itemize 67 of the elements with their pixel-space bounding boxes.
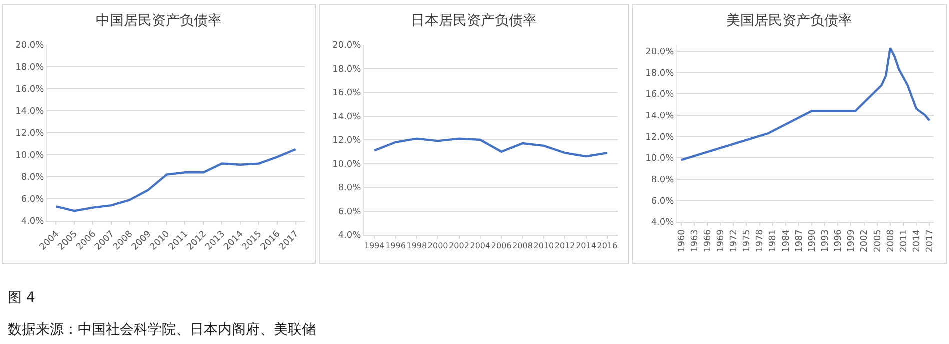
x-tick-label: 1996 — [834, 229, 844, 253]
x-tick-label: 2016 — [597, 242, 618, 251]
y-tick-label: 10.0% — [646, 154, 675, 164]
line-series — [680, 47, 931, 162]
x-tick-label: 1981 — [768, 230, 779, 253]
x-tick-label: 2006 — [491, 242, 512, 251]
y-tick-label: 4.0% — [21, 217, 45, 228]
x-tick-label: 1996 — [386, 242, 406, 251]
x-tick-label: 2000 — [428, 242, 448, 251]
y-tick-label: 14.0% — [332, 112, 362, 122]
source-note: 数据来源：中国社会科学院、日本内阁府、美联储 — [8, 321, 316, 340]
y-tick-label: 18.0% — [646, 68, 675, 79]
x-tick-label: 2008 — [512, 242, 533, 251]
x-tick-label: 2012 — [554, 242, 576, 251]
y-tick-label: 10.0% — [332, 160, 362, 170]
x-tick-label: 1972 — [730, 230, 740, 253]
y-tick-label: 12.0% — [16, 129, 45, 140]
y-tick-label: 12.0% — [646, 132, 675, 143]
y-tick-label: 20.0% — [16, 41, 45, 52]
y-tick-label: 8.0% — [21, 173, 45, 184]
x-tick-label: 1960 — [677, 229, 688, 253]
x-tick-label: 2002 — [860, 230, 870, 253]
x-tick-label: 1990 — [808, 229, 818, 253]
chart-title: 美国居民资产负债率 — [726, 13, 852, 30]
x-tick-label: 1978 — [756, 229, 766, 253]
x-tick-label: 1984 — [782, 229, 792, 253]
caption: 图 4 — [8, 289, 36, 308]
y-tick-label: 14.0% — [16, 107, 45, 118]
y-tick-label: 4.0% — [651, 218, 675, 228]
y-tick-label: 12.0% — [332, 136, 362, 146]
x-tick-label: 2008 — [886, 229, 896, 253]
x-tick-label: 1966 — [703, 229, 714, 253]
x-tick-label: 1975 — [742, 230, 753, 253]
x-tick-label: 1993 — [821, 230, 832, 253]
y-tick-label: 8.0% — [651, 176, 675, 186]
y-tick-label: 6.0% — [21, 195, 45, 206]
y-tick-label: 6.0% — [338, 207, 362, 218]
y-tick-label: 18.0% — [332, 64, 362, 75]
y-tick-label: 16.0% — [16, 85, 45, 96]
line-series — [55, 148, 297, 212]
x-tick-label: 2005 — [873, 230, 884, 253]
y-tick-label: 20.0% — [646, 48, 675, 58]
y-tick-label: 6.0% — [651, 196, 675, 207]
y-tick-label: 18.0% — [16, 63, 45, 74]
x-tick-label: 1969 — [716, 229, 726, 253]
x-tick-label: 2017 — [926, 230, 936, 253]
y-tick-label: 16.0% — [646, 90, 675, 100]
x-tick-label: 1999 — [847, 229, 858, 253]
x-tick-label: 2011 — [899, 230, 910, 253]
x-tick-label: 2004 — [470, 242, 491, 251]
x-tick-label: 1994 — [364, 242, 385, 251]
y-tick-label: 16.0% — [332, 88, 362, 99]
y-tick-label: 20.0% — [332, 41, 362, 52]
y-tick-label: 14.0% — [646, 112, 675, 122]
x-tick-label: 2010 — [534, 242, 554, 251]
y-tick-label: 8.0% — [338, 184, 362, 194]
x-tick-label: 2002 — [449, 242, 470, 251]
x-tick-label: 2014 — [576, 242, 596, 251]
x-tick-label: 1963 — [690, 230, 700, 253]
chart-title: 日本居民资产负债率 — [411, 13, 537, 30]
x-tick-label: 1998 — [406, 242, 428, 251]
line-series — [373, 138, 609, 158]
chart-title: 中国居民资产负债率 — [96, 13, 222, 30]
x-tick-label: 1987 — [794, 230, 805, 253]
y-tick-label: 10.0% — [16, 151, 45, 162]
y-tick-label: 4.0% — [338, 231, 362, 242]
x-tick-label: 2014 — [912, 229, 923, 253]
